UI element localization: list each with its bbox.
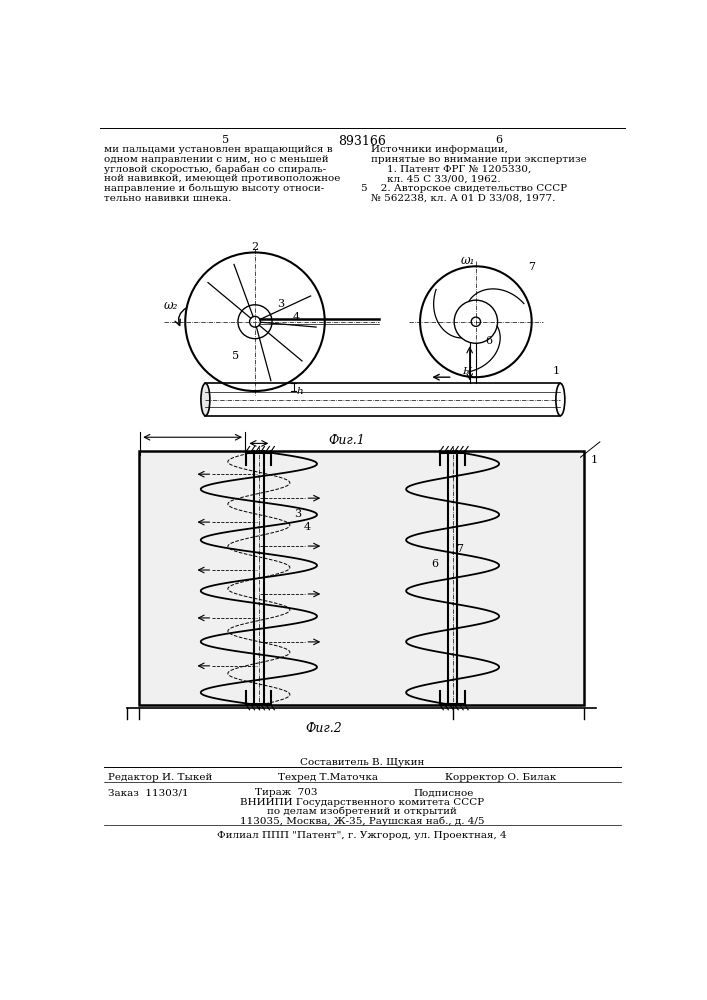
Text: 5: 5 bbox=[361, 184, 367, 193]
Text: Фиг.1: Фиг.1 bbox=[329, 434, 366, 447]
Circle shape bbox=[185, 252, 325, 391]
Text: 4: 4 bbox=[304, 522, 311, 532]
Text: Филиал ППП "Патент", г. Ужгород, ул. Проектная, 4: Филиал ППП "Патент", г. Ужгород, ул. Про… bbox=[217, 831, 507, 840]
Text: 1: 1 bbox=[553, 366, 560, 376]
Text: ной навивкой, имеющей противоположное: ной навивкой, имеющей противоположное bbox=[104, 174, 340, 183]
Text: кл. 45 С 33/00, 1962.: кл. 45 С 33/00, 1962. bbox=[387, 174, 501, 183]
Text: 6: 6 bbox=[496, 135, 503, 145]
Text: Подписное: Подписное bbox=[414, 788, 474, 797]
Text: H: H bbox=[462, 367, 471, 376]
Text: Редактор И. Тыкей: Редактор И. Тыкей bbox=[107, 773, 212, 782]
Text: 893166: 893166 bbox=[338, 135, 386, 148]
Text: ω₂: ω₂ bbox=[163, 299, 178, 312]
Text: Источники информации,: Источники информации, bbox=[371, 145, 508, 154]
Circle shape bbox=[472, 317, 481, 326]
Text: по делам изобретений и открытий: по делам изобретений и открытий bbox=[267, 807, 457, 816]
Text: ми пальцами установлен вращающийся в: ми пальцами установлен вращающийся в bbox=[104, 145, 332, 154]
Ellipse shape bbox=[201, 383, 210, 416]
Text: тельно навивки шнека.: тельно навивки шнека. bbox=[104, 194, 231, 203]
Circle shape bbox=[454, 300, 498, 343]
Circle shape bbox=[420, 266, 532, 377]
Text: Фиг.2: Фиг.2 bbox=[305, 722, 342, 735]
Text: 5: 5 bbox=[222, 135, 229, 145]
Text: Тираж  703: Тираж 703 bbox=[255, 788, 317, 797]
Text: h: h bbox=[296, 387, 303, 396]
Text: угловой скоростью, барабан со спираль-: угловой скоростью, барабан со спираль- bbox=[104, 165, 326, 174]
Text: 7: 7 bbox=[457, 544, 464, 554]
Text: 3: 3 bbox=[293, 509, 301, 519]
Ellipse shape bbox=[556, 383, 565, 416]
Text: Корректор О. Билак: Корректор О. Билак bbox=[445, 773, 556, 782]
Text: 2: 2 bbox=[251, 242, 258, 252]
Text: Составитель В. Щукин: Составитель В. Щукин bbox=[300, 758, 424, 767]
Text: 1: 1 bbox=[590, 455, 597, 465]
Text: принятые во внимание при экспертизе: принятые во внимание при экспертизе bbox=[371, 155, 587, 164]
Text: 1. Патент ФРГ № 1205330,: 1. Патент ФРГ № 1205330, bbox=[387, 165, 531, 174]
Text: 6: 6 bbox=[431, 559, 438, 569]
Text: Заказ  11303/1: Заказ 11303/1 bbox=[107, 788, 188, 797]
Text: № 562238, кл. А 01 D 33/08, 1977.: № 562238, кл. А 01 D 33/08, 1977. bbox=[371, 194, 556, 203]
Text: Техред Т.Маточка: Техред Т.Маточка bbox=[279, 773, 378, 782]
Text: направление и большую высоту относи-: направление и большую высоту относи- bbox=[104, 184, 324, 193]
Circle shape bbox=[250, 316, 260, 327]
Circle shape bbox=[238, 305, 272, 339]
Bar bbox=[139, 451, 585, 705]
Text: 6: 6 bbox=[485, 336, 492, 346]
Text: одном направлении с ним, но с меньшей: одном направлении с ним, но с меньшей bbox=[104, 155, 329, 164]
Text: 4: 4 bbox=[292, 312, 299, 322]
Text: ω₁: ω₁ bbox=[460, 254, 474, 267]
Text: 7: 7 bbox=[528, 262, 534, 272]
Text: 113035, Москва, Ж-35, Раушская наб., д. 4/5: 113035, Москва, Ж-35, Раушская наб., д. … bbox=[240, 816, 484, 826]
Bar bbox=[139, 451, 585, 705]
Text: 2. Авторское свидетельство СССР: 2. Авторское свидетельство СССР bbox=[371, 184, 568, 193]
Text: 3: 3 bbox=[276, 299, 284, 309]
Text: ВНИИПИ Государственного комитета СССР: ВНИИПИ Государственного комитета СССР bbox=[240, 798, 484, 807]
Text: 5: 5 bbox=[232, 351, 239, 361]
